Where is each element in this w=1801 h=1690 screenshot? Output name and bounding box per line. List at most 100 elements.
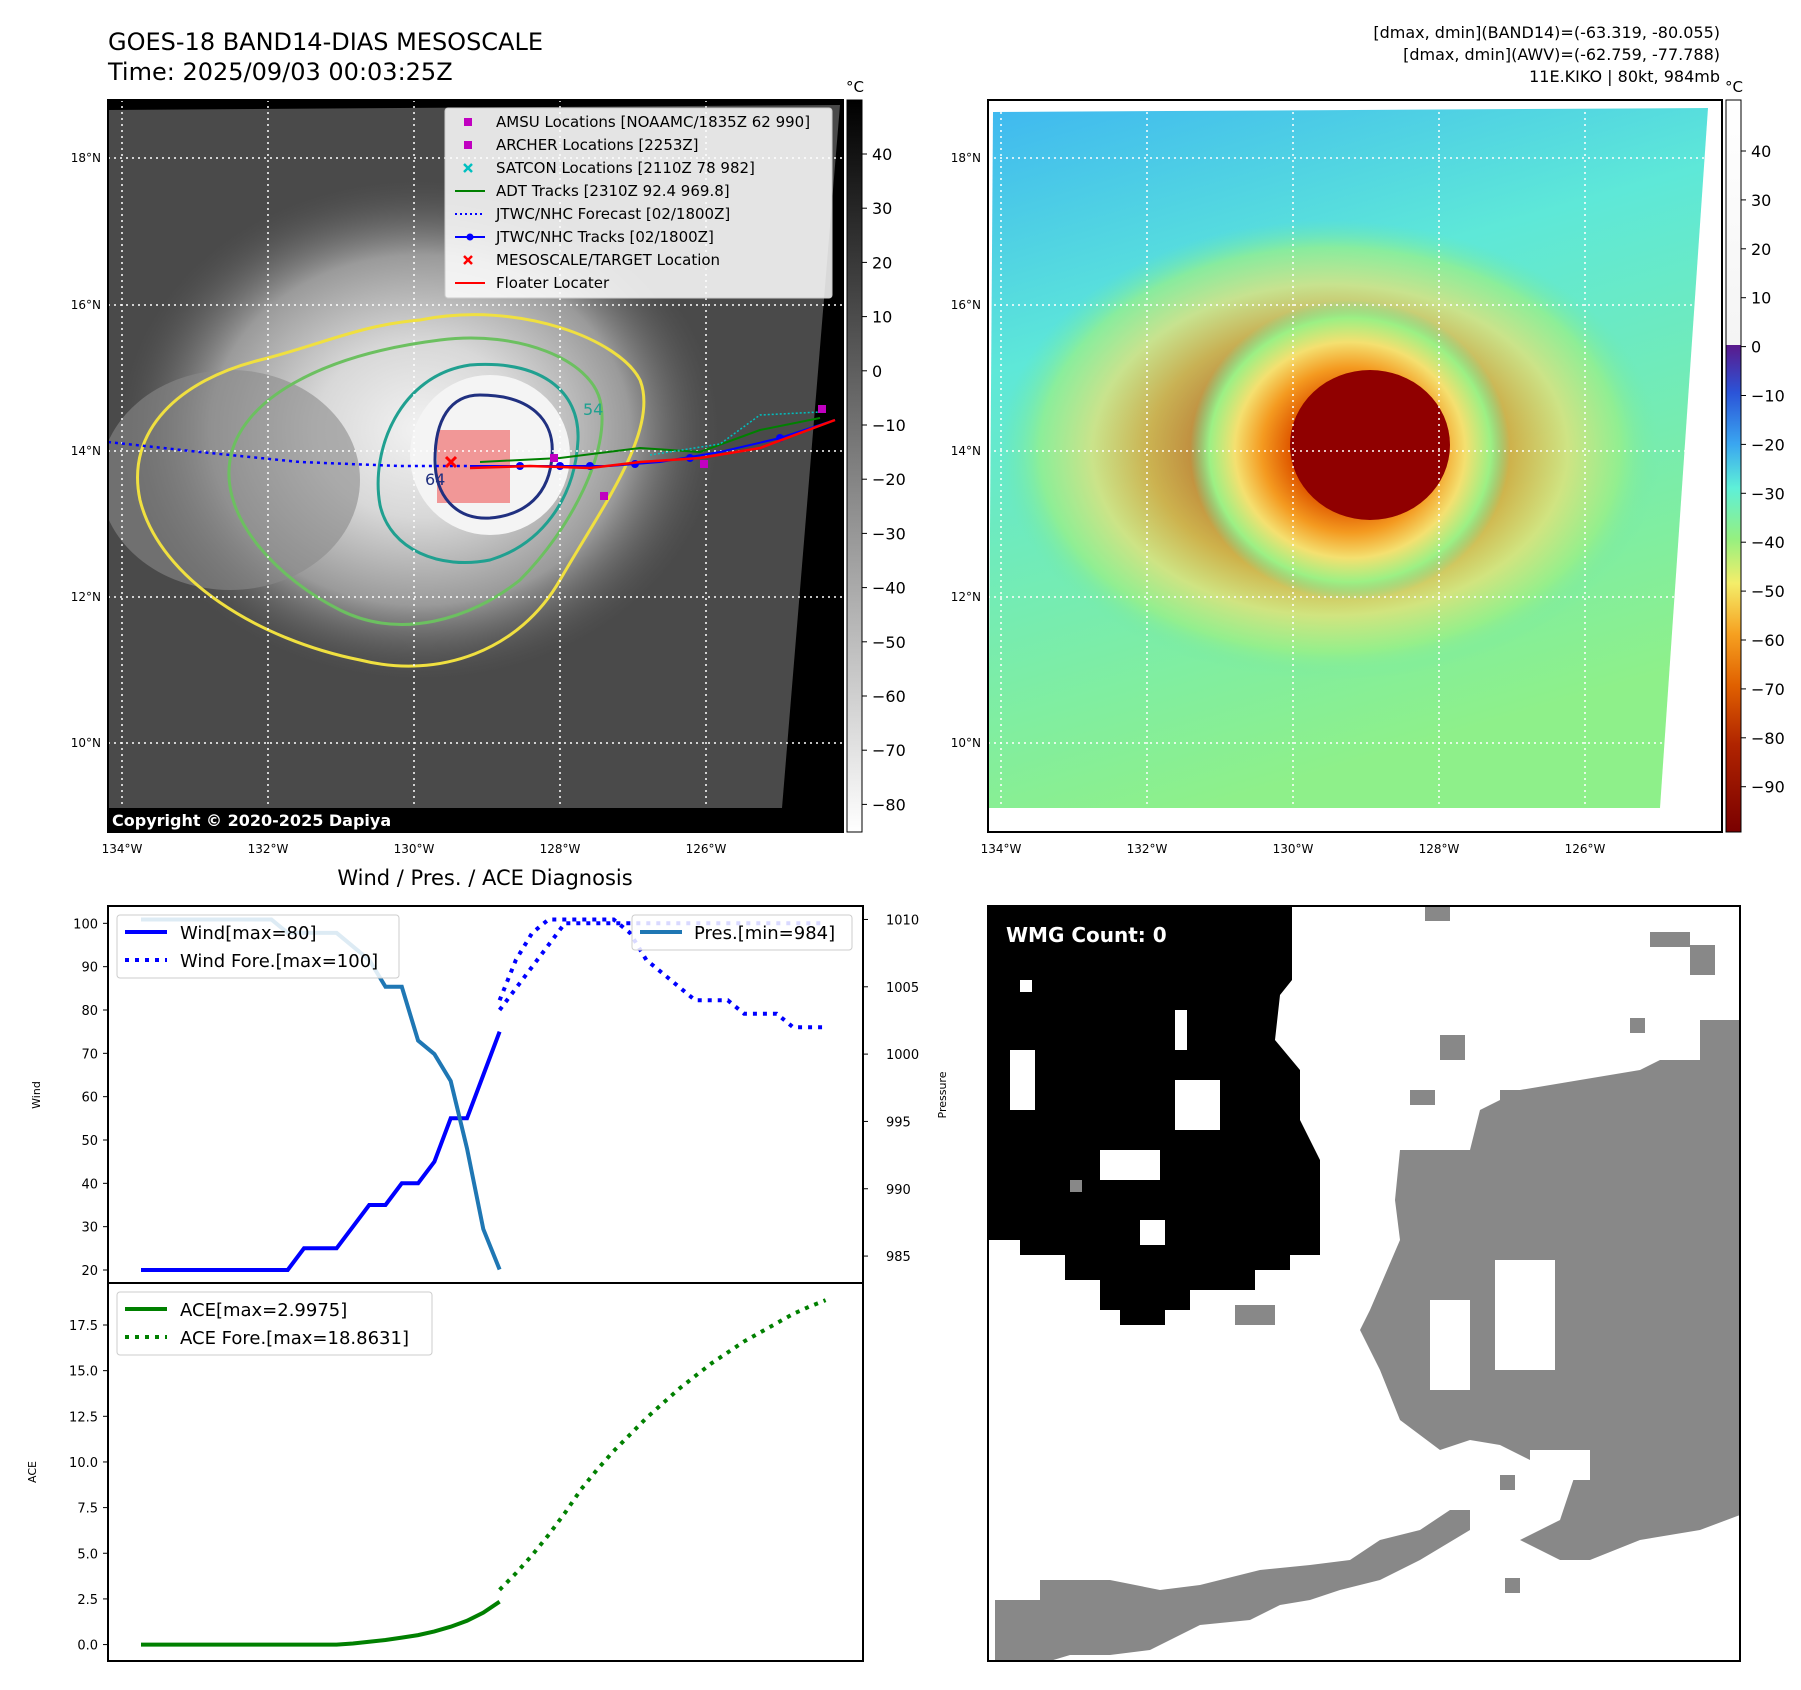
ace-ytick-label: 5.0: [77, 1547, 98, 1562]
colorbar-tick-label: 20: [1751, 240, 1771, 259]
colorbar-tick-label: −40: [872, 579, 906, 598]
lon-tick-label: 130°W: [394, 842, 435, 856]
legend-label: MESOSCALE/TARGET Location: [496, 251, 720, 269]
legend-label: ARCHER Locations [2253Z]: [496, 136, 699, 154]
lat-tick-label: 12°N: [71, 590, 101, 604]
ace-ytick-label: 10.0: [69, 1456, 98, 1471]
pres-ytick-label: 990: [886, 1183, 911, 1198]
ir-colorbar: [846, 99, 863, 833]
pres-ytick-label: 1005: [886, 981, 919, 996]
lon-tick-label: 132°W: [248, 842, 289, 856]
lat-tick-label: 12°N: [951, 590, 981, 604]
ir-map-frame: [107, 99, 844, 833]
ir-colorbar-unit: °C: [846, 78, 864, 96]
wmg-gray-south: [995, 1510, 1470, 1661]
ace-panel-frame: [107, 1282, 864, 1662]
wind-legend-label: Wind[max=80]: [180, 923, 317, 944]
wind-axis-label: Wind: [30, 1081, 43, 1109]
colorbar-tick-label: 30: [1751, 191, 1771, 210]
colorbar-tick-label: −70: [1751, 680, 1785, 699]
wind-legend-box: [116, 914, 400, 979]
ace-fore-legend-label: ACE Fore.[max=18.8631]: [180, 1328, 409, 1349]
wind-ytick-label: 100: [73, 917, 98, 932]
pres-legend-box: [631, 914, 853, 951]
ace-ytick-label: 15.0: [69, 1365, 98, 1380]
legend-marker-x: [463, 163, 473, 173]
lon-tick-label: 126°W: [686, 842, 727, 856]
colorbar-tick-label: −20: [872, 470, 906, 489]
colorbar-tick-label: 40: [1751, 142, 1771, 161]
wmg-frame: [987, 905, 1741, 1662]
figure-time: Time: 2025/09/03 00:03:25Z: [107, 58, 453, 86]
legend-box: [444, 107, 833, 299]
lat-tick-label: 18°N: [71, 151, 101, 165]
colorbar-tick-label: −70: [872, 741, 906, 760]
colorbar-tick-label: −50: [1751, 582, 1785, 601]
color-gridlines: [988, 100, 1722, 832]
colorbar-tick-label: 20: [872, 253, 892, 272]
storm-info: 11E.KIKO | 80kt, 984mb: [1529, 67, 1720, 86]
wmg-panel: WMG Count: 0: [987, 905, 1741, 1662]
legend-label: AMSU Locations [NOAAMC/1835Z 62 990]: [496, 113, 810, 131]
wind-ytick-label: 80: [81, 1004, 98, 1019]
contour-label-54: 54: [583, 400, 603, 419]
legend-label: Floater Locater: [496, 274, 610, 292]
lat-tick-label: 18°N: [951, 151, 981, 165]
wind-ytick-label: 50: [81, 1134, 98, 1149]
color-eyewall: [1290, 370, 1450, 520]
wmg-gray-specks: [1070, 906, 1715, 1593]
wind-ytick-label: 30: [81, 1221, 98, 1236]
ace-ytick-label: 7.5: [77, 1502, 98, 1517]
colorbar-tick-label: 0: [1751, 338, 1761, 357]
contour-green: [227, 336, 604, 626]
lon-tick-label: 130°W: [1273, 842, 1314, 856]
colorbar-tick-label: −30: [1751, 484, 1785, 503]
wmg-white-holes: [1010, 980, 1220, 1245]
colorbar-tick-label: 40: [872, 145, 892, 164]
color-map-frame: [987, 99, 1723, 833]
pres-ytick-label: 995: [886, 1115, 911, 1130]
legend-marker-x: [463, 255, 473, 265]
series-line-ace-max-: [141, 1600, 501, 1647]
wind-fore-legend-label: Wind Fore.[max=100]: [180, 951, 378, 972]
contour-navy: [433, 393, 554, 520]
contour-yellow: [136, 313, 646, 668]
contour-label-64: 64: [425, 470, 445, 489]
colorbar-tick-label: −80: [1751, 729, 1785, 748]
lon-tick-label: 128°W: [540, 842, 581, 856]
color-colorbar-unit: °C: [1725, 78, 1743, 96]
pressure-axis-label: Pressure: [936, 1071, 949, 1118]
jtwc-forecast-track: [108, 440, 470, 468]
copyright: Copyright © 2020-2025 Dapiya: [112, 811, 391, 830]
wmg-count: WMG Count: 0: [1006, 923, 1167, 947]
lat-tick-label: 14°N: [71, 444, 101, 458]
adt-track: [479, 417, 821, 463]
mesoscale-target-marker: [444, 455, 458, 469]
map-legend: AMSU Locations [NOAAMC/1835Z 62 990] ARCH…: [444, 107, 833, 299]
colorbar-tick-label: −40: [1751, 533, 1785, 552]
colorbar-tick-label: −90: [1751, 778, 1785, 797]
wmg-black-region: [988, 906, 1320, 1325]
series-line-ace-fore-max-: [498, 1298, 827, 1592]
series-line-wind-max-: [141, 1030, 502, 1272]
colorbar-tick-label: 10: [872, 308, 892, 327]
colorbar-tick-label: −60: [1751, 631, 1785, 650]
lon-tick-label: 128°W: [1419, 842, 1460, 856]
series-line-pres-fore: [497, 917, 826, 1030]
colorbar-tick-label: −10: [872, 416, 906, 435]
figure-title: GOES-18 BAND14-DIAS MESOSCALE: [108, 28, 543, 56]
ace-legend-label: ACE[max=2.9975]: [180, 1300, 347, 1321]
colorbar-tick-label: −10: [1751, 387, 1785, 406]
lat-tick-label: 10°N: [71, 736, 101, 750]
pres-ytick-label: 1010: [886, 913, 919, 928]
lon-tick-label: 134°W: [102, 842, 143, 856]
ace-legend: ACE[max=2.9975] ACE Fore.[max=18.8631]: [116, 1291, 433, 1356]
ir-map: 64 54: [107, 78, 906, 833]
colorbar-tick-label: 0: [872, 362, 882, 381]
ace-ytick-label: 17.5: [69, 1319, 98, 1334]
legend-label: ADT Tracks [2310Z 92.4 969.8]: [496, 182, 730, 200]
wind-legend: Wind[max=80] Wind Fore.[max=100]: [116, 914, 400, 979]
ace-ytick-label: 0.0: [77, 1639, 98, 1654]
colorbar-tick-label: −20: [1751, 435, 1785, 454]
